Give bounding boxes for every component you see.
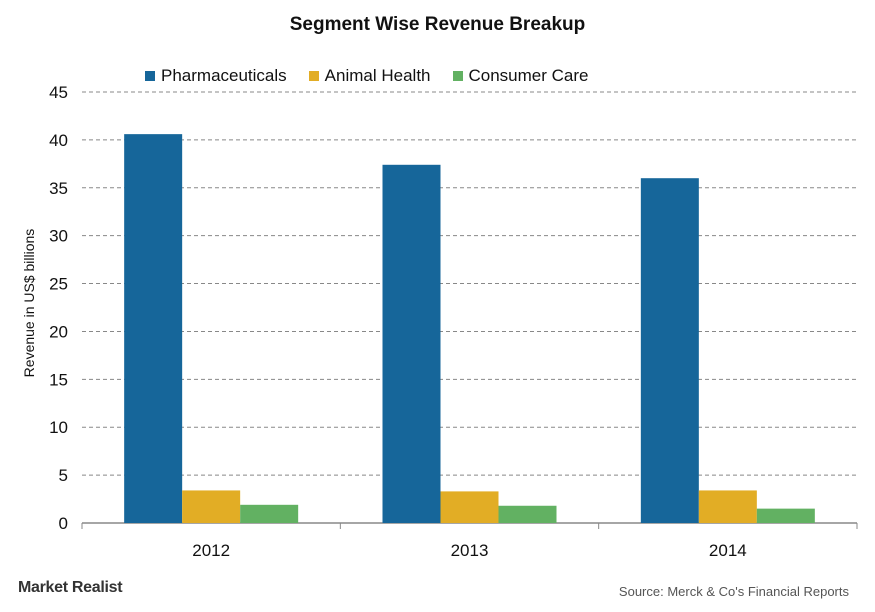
- y-tick-label: 15: [49, 370, 68, 389]
- legend-item-animal-health: Animal Health: [308, 66, 431, 86]
- legend-swatch: [145, 71, 155, 81]
- bar-animal-health-2013: [440, 491, 499, 523]
- legend-item-consumer-care: Consumer Care: [452, 66, 589, 86]
- x-tick-label: 2013: [451, 541, 489, 560]
- legend-label: Consumer Care: [468, 66, 589, 85]
- y-tick-label: 20: [49, 322, 68, 341]
- legend-label: Pharmaceuticals: [161, 66, 287, 85]
- y-tick-label: 40: [49, 131, 68, 150]
- market-realist-logo: Market Realist: [18, 579, 123, 596]
- y-tick-label: 5: [59, 466, 68, 485]
- bar-consumer-care-2012: [240, 504, 299, 523]
- y-tick-label: 10: [49, 418, 68, 437]
- legend-swatch: [452, 71, 463, 81]
- source-note: Source: Merck & Co's Financial Reports: [618, 584, 849, 599]
- y-tick-label: 30: [49, 227, 68, 246]
- chart-title: Segment Wise Revenue Breakup: [289, 14, 586, 35]
- bar-consumer-care-2014: [756, 508, 815, 523]
- y-tick-label: 35: [49, 179, 68, 198]
- legend: Pharmaceuticals Animal Health Consumer C…: [145, 66, 589, 86]
- bar-pharmaceuticals-2013: [382, 164, 441, 523]
- x-tick-label: 2014: [709, 541, 747, 560]
- legend-label: Animal Health: [324, 66, 431, 85]
- bar-animal-health-2012: [182, 490, 241, 523]
- x-tick-label: 2012: [192, 541, 230, 560]
- legend-item-pharmaceuticals: Pharmaceuticals: [145, 66, 287, 86]
- bar-pharmaceuticals-2014: [640, 178, 699, 523]
- y-tick-label: 45: [49, 83, 68, 102]
- bar-pharmaceuticals-2012: [124, 134, 183, 524]
- bar-animal-health-2014: [698, 490, 757, 523]
- bar-consumer-care-2013: [498, 505, 557, 523]
- y-tick-label: 0: [59, 514, 68, 533]
- y-tick-label: 25: [49, 275, 68, 294]
- legend-swatch: [308, 71, 319, 81]
